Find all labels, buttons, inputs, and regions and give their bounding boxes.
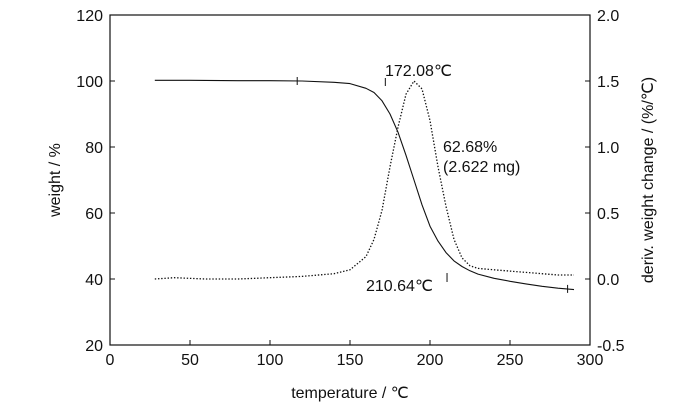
x-tick-label: 250 [497,352,524,369]
derivative-curve [154,80,574,280]
right-y-axis-ticks: -0.5 0.0 0.5 1.0 1.5 2.0 [585,8,625,355]
x-tick-label: 200 [417,352,444,369]
weight-loss-mass-label: (2.622 mg) [443,159,520,176]
x-tick-label: 300 [577,352,604,369]
right-y-axis-title: deriv. weight change / (%/℃) [640,77,657,283]
weight-loss-percent-label: 62.68% [443,139,497,156]
left-y-tick-label: 20 [85,338,103,355]
right-y-tick-label: -0.5 [597,338,625,355]
left-y-tick-label: 40 [85,272,103,289]
onset-temperature-label: 172.08℃ [385,63,452,80]
left-y-axis-title: weight / % [47,143,64,218]
left-y-tick-label: 80 [85,140,103,157]
right-y-tick-label: 1.5 [597,74,619,91]
right-y-tick-label: 0.5 [597,206,619,223]
left-y-axis-ticks: 20 40 60 80 100 120 [76,8,115,355]
x-axis-title: temperature / ℃ [291,385,409,402]
right-y-tick-label: 1.0 [597,140,619,157]
series-layer [154,79,575,291]
left-y-tick-label: 120 [76,8,103,25]
weight-curve [154,79,575,291]
left-y-tick-label: 100 [76,74,103,91]
right-y-tick-label: 0.0 [597,272,619,289]
x-axis-ticks: 0 50 100 150 200 250 300 [106,340,604,369]
x-tick-label: 50 [181,352,199,369]
x-tick-label: 0 [106,352,115,369]
left-y-tick-label: 60 [85,206,103,223]
plot-frame [109,14,591,346]
x-tick-label: 100 [257,352,284,369]
annotation-layer: 172.08℃ 210.64℃ 62.68% (2.622 mg) [296,63,569,295]
x-tick-label: 150 [337,352,364,369]
right-y-tick-label: 2.0 [597,8,619,25]
endset-temperature-label: 210.64℃ [366,278,433,295]
